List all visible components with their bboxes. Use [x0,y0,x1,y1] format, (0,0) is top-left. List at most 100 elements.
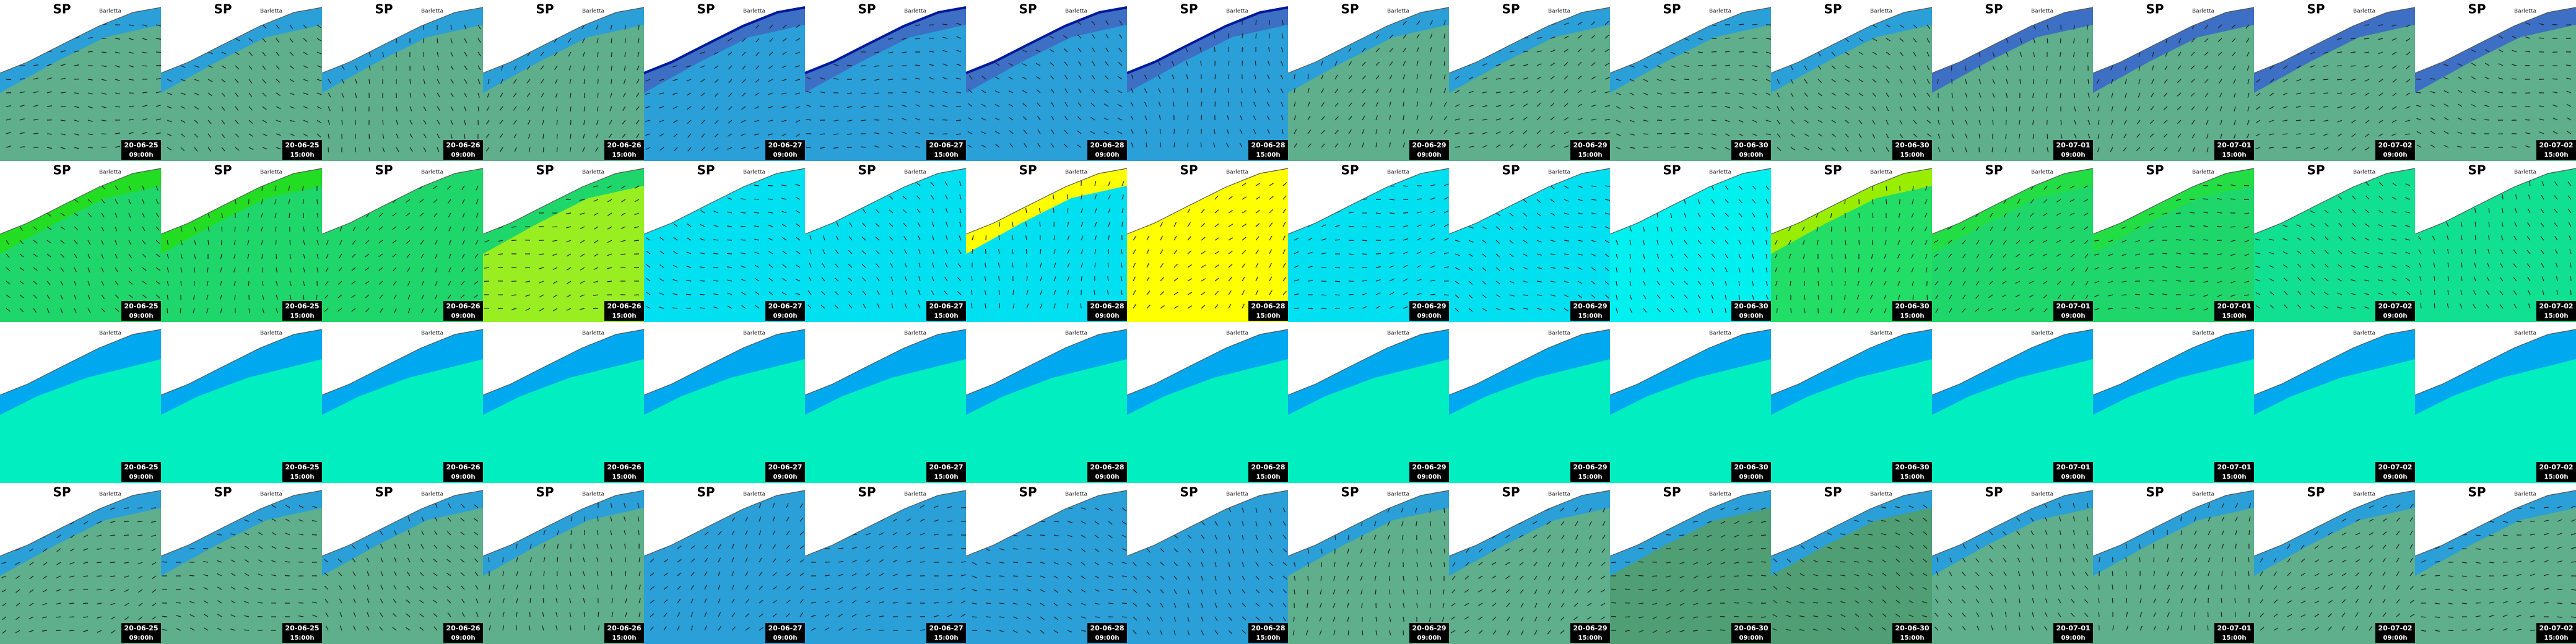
date-label: 20-06-29 [1412,141,1446,149]
wind-arrow [583,65,585,71]
wind-arrow [915,38,921,40]
wind-arrow [262,147,268,150]
time-label: 09:00h [451,313,476,320]
wind-arrow [1012,222,1014,227]
land [0,0,161,73]
wind-arrow [1845,147,1849,152]
wind-arrow [2177,120,2182,124]
wind-arrow [2047,147,2049,152]
date-box [2214,140,2254,160]
date-box [282,140,322,160]
wind-arrow [220,240,222,246]
wind-arrow [567,38,572,43]
wind-arrow [1616,79,1621,81]
wind-arrow [2391,38,2397,41]
wind-arrow [726,266,733,268]
wind-arrow [1375,279,1381,282]
wind-arrow [741,279,746,282]
wind-arrow [462,240,465,245]
wind-arrow [918,249,921,255]
map-title: SP [536,163,554,178]
date-box [1731,301,1771,321]
wind-arrow [46,64,52,66]
wind-arrow [128,105,134,107]
wind-arrow [1294,143,1297,148]
wind-arrow [2006,38,2009,43]
wind-arrow [303,120,308,123]
wind-arrow [1468,253,1474,257]
place-label: Barletta [743,492,765,498]
wind-arrow [421,308,424,313]
wind-arrow [2097,147,2100,152]
wind-arrow [1053,263,1056,268]
wind-arrow [686,251,692,255]
wind-arrow [180,79,186,82]
wind-arrow [1187,305,1193,309]
wind-arrow [1103,131,1109,134]
date-label: 20-06-27 [768,624,802,632]
map-title: SP [53,163,71,178]
wind-arrow [1253,115,1256,121]
wind-arrow [2163,106,2168,110]
wind-arrow [552,240,558,242]
wind-arrow [1926,92,1931,97]
place-label: Barletta [421,492,443,498]
wind-arrow [1804,147,1809,150]
wind-arrow [1307,251,1313,255]
wind-arrow [541,92,544,98]
wind-arrow [1228,303,1232,309]
wind-arrow [2525,145,2531,148]
wind-arrow [1656,267,1660,272]
wind-arrow [1564,35,1569,39]
wind-arrow [1509,144,1514,148]
wind-arrow [101,308,105,313]
wind-arrow [1738,226,1743,231]
wind-arrow [464,133,466,139]
wind-arrow [1777,147,1782,151]
wind-arrow [248,133,253,137]
wind-arrow [485,120,490,124]
coastline [482,168,645,235]
wind-arrow [261,240,263,245]
wind-arrow [1187,222,1191,227]
wind-arrow [848,250,853,255]
wind-arrow [19,91,25,94]
wind-arrow [834,277,839,282]
wind-arrow [341,106,344,111]
wind-arrow [540,65,544,70]
wind-arrow [155,226,160,231]
wind-arrow [46,281,51,285]
land [1288,161,1449,234]
wind-arrow [1443,183,1449,186]
wind-arrow [1802,226,1805,232]
wind-arrow [1185,61,1188,66]
wind-arrow [1416,20,1421,25]
wind-arrow [1670,65,1676,68]
wind-arrow [1725,120,1730,123]
wind-arrow [423,92,426,98]
wind-arrow [754,212,760,214]
wind-arrow [659,147,664,151]
wind-arrow [646,264,651,268]
place-label: Barletta [1548,331,1570,337]
wind-arrow [2047,133,2048,139]
wind-arrow [634,185,640,189]
wind-arrow [180,240,183,245]
place-label: Barletta [743,170,765,176]
wind-arrow [194,267,196,273]
wind-arrow [1858,267,1860,273]
wind-arrow [638,24,640,30]
wind-arrow [2282,92,2288,96]
wind-arrow [686,237,692,241]
wind-arrow [2471,63,2476,66]
date-box [2375,140,2415,160]
wind-arrow [754,185,760,186]
wind-arrow [2019,106,2021,112]
wind-arrow [959,235,962,241]
wind-arrow [1886,65,1891,70]
wind-arrow [2111,92,2113,98]
wind-arrow [700,79,705,82]
wind-arrow [1765,65,1771,68]
wind-arrow [1858,212,1860,219]
